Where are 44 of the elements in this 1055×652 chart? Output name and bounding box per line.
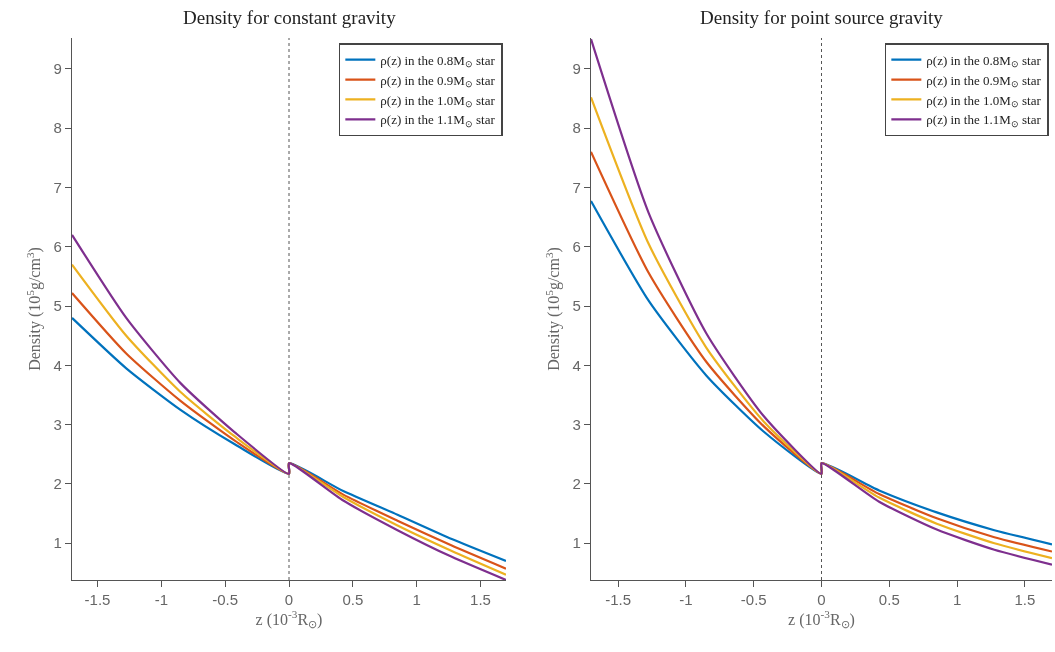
legend-label: ρ(z) in the 0.9M$_{⊙}$ star [380, 72, 496, 90]
y-tick-label: 9 [572, 60, 581, 78]
y-tick-label: 8 [53, 119, 62, 137]
chart-title: Density for constant gravity [183, 7, 397, 28]
y-tick-label: 1 [572, 534, 581, 552]
y-tick-label: 1 [53, 534, 62, 552]
legend-label: ρ(z) in the 1.1M$_{⊙}$ star [380, 112, 496, 130]
x-tick-label: 1.5 [470, 591, 491, 609]
y-tick-label: 5 [53, 297, 62, 315]
x-tick-label: -1 [679, 591, 693, 609]
y-tick-label: 2 [53, 475, 62, 493]
x-tick-label: 1 [412, 591, 421, 609]
y-tick-label: 5 [572, 297, 581, 315]
x-tick-label: 0.5 [342, 591, 364, 609]
y-tick-label: 6 [572, 237, 581, 255]
y-tick-label: 4 [53, 356, 62, 374]
x-tick-label: -0.5 [740, 591, 767, 609]
y-tick-label: 8 [572, 119, 581, 137]
legend-label: ρ(z) in the 1.0M$_{⊙}$ star [380, 92, 496, 110]
y-tick-label: 7 [572, 178, 581, 196]
x-tick-label: 0.5 [878, 591, 900, 609]
chart-title: Density for point source gravity [700, 7, 944, 28]
y-tick-label: 4 [572, 356, 581, 374]
legend-label: ρ(z) in the 1.1M$_{⊙}$ star [926, 112, 1042, 130]
y-tick-label: 3 [53, 415, 62, 433]
y-tick-label: 7 [53, 178, 62, 196]
y-tick-label: 6 [53, 237, 62, 255]
x-axis-title: z (10$^{-3}$R$_{⊙}$) [255, 608, 323, 631]
legend-label: ρ(z) in the 0.8M$_{⊙}$ star [380, 52, 496, 70]
legend-label: ρ(z) in the 0.8M$_{⊙}$ star [926, 52, 1042, 70]
x-tick-label: -0.5 [212, 591, 239, 609]
x-tick-label: 1.5 [1014, 591, 1036, 609]
x-tick-label: 0 [817, 591, 826, 609]
x-tick-label: 0 [284, 591, 294, 609]
x-tick-label: -1 [154, 591, 169, 609]
x-tick-label: -1.5 [84, 591, 111, 609]
x-axis-title: z (10$^{-3}$R$_{⊙}$) [788, 608, 855, 631]
legend-label: ρ(z) in the 1.0M$_{⊙}$ star [926, 92, 1042, 110]
x-tick-label: -1.5 [605, 591, 632, 609]
legend-label: ρ(z) in the 0.9M$_{⊙}$ star [926, 72, 1042, 90]
y-tick-label: 3 [572, 415, 581, 433]
x-tick-label: 1 [952, 591, 962, 609]
y-tick-label: 2 [572, 475, 581, 493]
y-tick-label: 9 [53, 60, 62, 78]
